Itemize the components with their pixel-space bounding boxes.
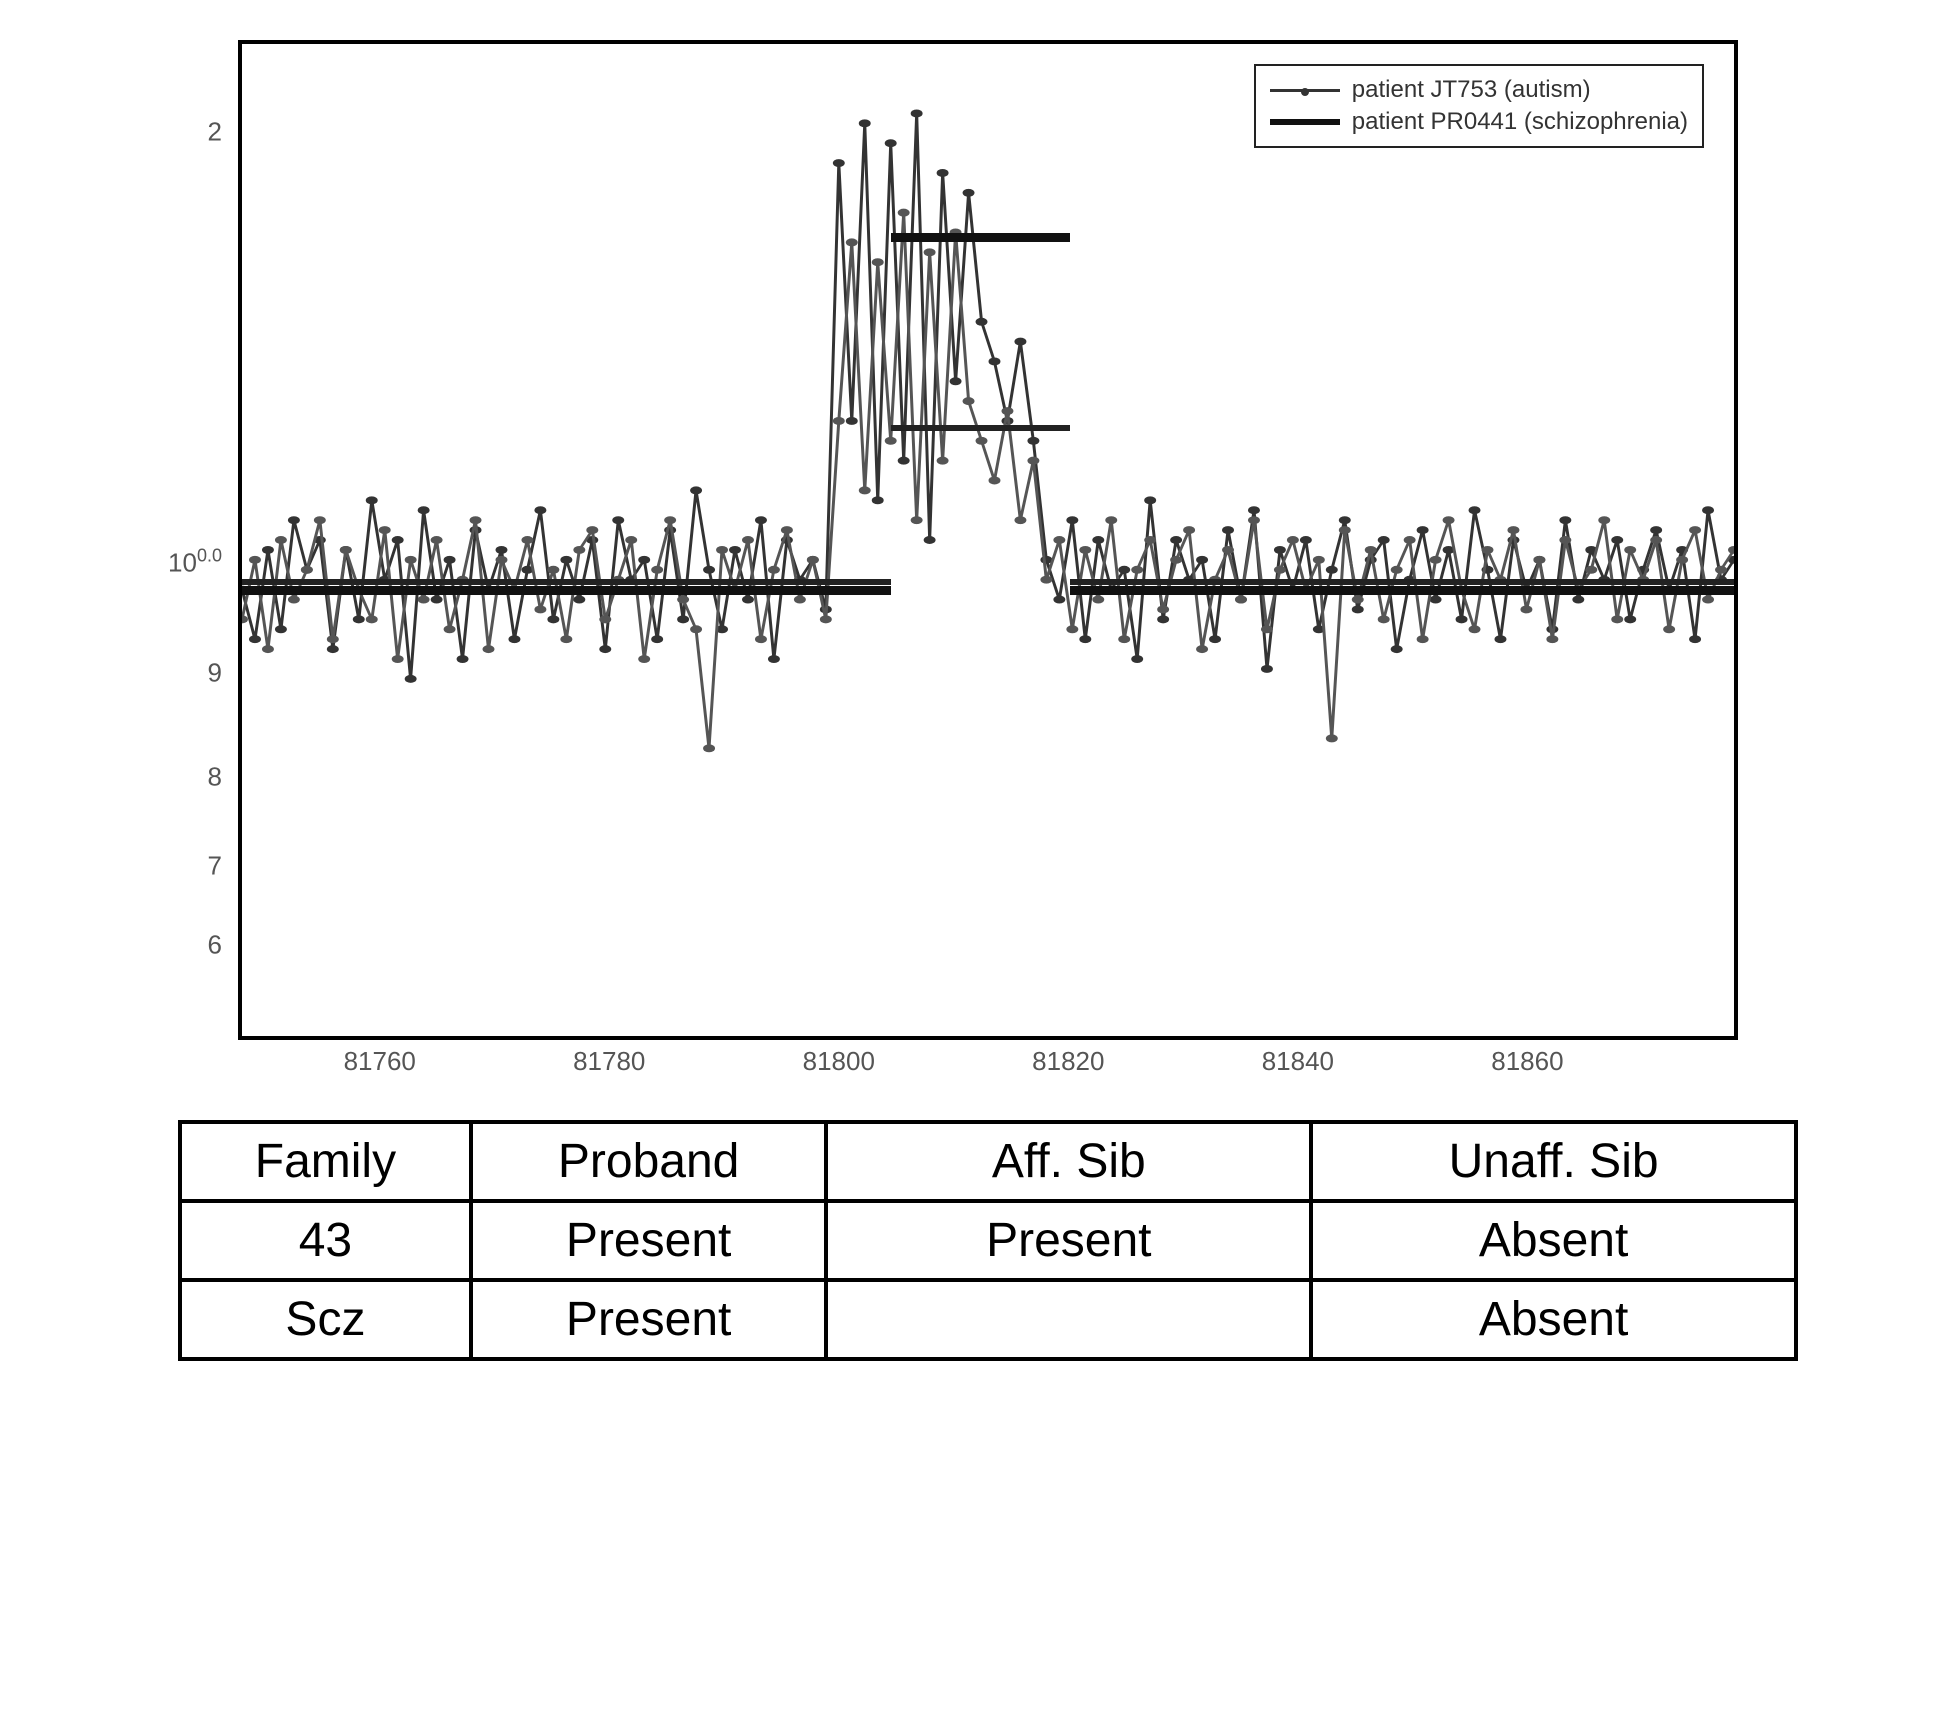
segment-bar bbox=[242, 586, 891, 595]
legend-item-1: patient JT753 (autism) bbox=[1270, 74, 1688, 106]
table-cell: Absent bbox=[1311, 1280, 1796, 1359]
xtick: 81820 bbox=[1032, 1046, 1104, 1077]
legend-label-2: patient PR0441 (schizophrenia) bbox=[1352, 108, 1688, 136]
table-cell: Present bbox=[471, 1280, 827, 1359]
xtick: 81800 bbox=[803, 1046, 875, 1077]
legend: patient JT753 (autism) patient PR0441 (s… bbox=[1254, 64, 1704, 148]
table-row: SczPresent Absent bbox=[180, 1280, 1796, 1359]
ytick: 7 bbox=[208, 851, 222, 882]
segment-bar bbox=[891, 233, 1070, 242]
table-header-cell: Proband bbox=[471, 1122, 827, 1201]
xtick: 81860 bbox=[1491, 1046, 1563, 1077]
ytick: 6 bbox=[208, 930, 222, 961]
table-cell: Present bbox=[471, 1201, 827, 1280]
table-header-cell: Unaff. Sib bbox=[1311, 1122, 1796, 1201]
table-cell: Present bbox=[826, 1201, 1311, 1280]
segment-bar bbox=[242, 579, 891, 585]
legend-item-2: patient PR0441 (schizophrenia) bbox=[1270, 106, 1688, 138]
family-table: FamilyProbandAff. SibUnaff. Sib 43Presen… bbox=[178, 1120, 1798, 1361]
ytick: 100.0 bbox=[168, 546, 222, 579]
legend-label-1: patient JT753 (autism) bbox=[1352, 76, 1591, 104]
ytick: 2 bbox=[208, 117, 222, 148]
table-header-row: FamilyProbandAff. SibUnaff. Sib bbox=[180, 1122, 1796, 1201]
chart-area: patient JT753 (autism) patient PR0441 (s… bbox=[238, 40, 1738, 1040]
xtick: 81760 bbox=[344, 1046, 416, 1077]
xtick: 81840 bbox=[1262, 1046, 1334, 1077]
ytick: 8 bbox=[208, 761, 222, 792]
ytick: 9 bbox=[208, 657, 222, 688]
table-cell: 43 bbox=[180, 1201, 471, 1280]
xtick: 81780 bbox=[573, 1046, 645, 1077]
plot-svg bbox=[242, 44, 1734, 1036]
table-cell bbox=[826, 1280, 1311, 1359]
legend-swatch-1 bbox=[1270, 89, 1340, 92]
table-row: 43PresentPresentAbsent bbox=[180, 1201, 1796, 1280]
table-cell: Scz bbox=[180, 1280, 471, 1359]
legend-swatch-2 bbox=[1270, 119, 1340, 125]
segment-bar bbox=[1070, 586, 1734, 595]
table-header-cell: Aff. Sib bbox=[826, 1122, 1311, 1201]
figure: patient JT753 (autism) patient PR0441 (s… bbox=[118, 40, 1818, 1361]
table-cell: Absent bbox=[1311, 1201, 1796, 1280]
table-header-cell: Family bbox=[180, 1122, 471, 1201]
segment-bar bbox=[1070, 579, 1734, 585]
segment-bar bbox=[891, 425, 1070, 431]
